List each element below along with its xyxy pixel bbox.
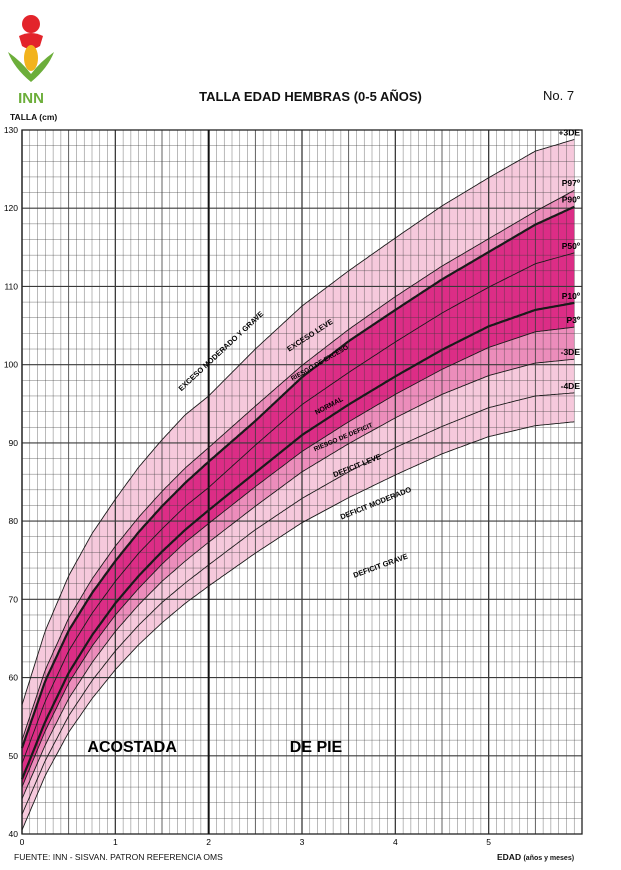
- curve-P10º-seg-1: [207, 301, 575, 512]
- y-tick-label: 60: [9, 673, 19, 683]
- y-tick-label: 90: [9, 438, 19, 448]
- curve-label: +3DE: [559, 127, 581, 137]
- curve-P97º-seg-0: [21, 447, 209, 741]
- position-label-lying: ACOSTADA: [87, 739, 177, 756]
- curve-P90º-seg-0: [20, 460, 210, 749]
- x-tick-label: 2: [206, 837, 211, 847]
- curve-P3º-seg-0: [21, 523, 209, 788]
- curve-+3DE-seg-0: [21, 395, 209, 706]
- curve-P50º-seg-0: [21, 487, 209, 764]
- page-title: TALLA EDAD HEMBRAS (0-5 AÑOS): [199, 89, 422, 104]
- logo-leaf-left: [8, 52, 31, 82]
- y-tick-label: 80: [9, 516, 19, 526]
- x-tick-label: 3: [300, 837, 305, 847]
- logo-corn: [24, 45, 38, 71]
- logo-leaf-right: [31, 52, 54, 82]
- x-axis-label-sub: (años y meses): [523, 855, 575, 862]
- curve-label: -3DE: [561, 347, 581, 357]
- x-axis-label: EDAD (años y meses): [497, 852, 574, 862]
- curve-label: P3º: [566, 315, 580, 325]
- curve-label: -4DE: [561, 381, 581, 391]
- percentile-curves: [20, 138, 575, 831]
- curve-+3DE-seg-1: [208, 138, 575, 397]
- curve-P97º-seg-1: [208, 189, 575, 448]
- chart-number: No. 7: [543, 88, 575, 103]
- x-tick-label: 1: [113, 837, 118, 847]
- axis-ticks: 40 50 60 70 80 90 100 110 120 130 0 1 2 3 4 5: [4, 125, 491, 847]
- logo-body: [19, 33, 43, 49]
- y-axis-label: TALLA (cm): [10, 112, 58, 122]
- curve--4DE-seg-1: [208, 392, 575, 566]
- zone-label: DEFICIT GRAVE: [352, 552, 409, 580]
- y-tick-label: 100: [4, 360, 18, 370]
- y-tick-label: 70: [9, 594, 19, 604]
- y-tick-label: 40: [9, 829, 19, 839]
- curve-P90º-seg-1: [207, 205, 575, 463]
- y-tick-label: 50: [9, 751, 19, 761]
- logo-text: INN: [18, 90, 44, 107]
- inn-logo: INN: [8, 15, 54, 107]
- curve-P3º-seg-1: [208, 326, 575, 524]
- curve--4DE-seg-0: [21, 564, 209, 815]
- logo-head: [22, 15, 40, 33]
- curve-label: P90º: [562, 195, 580, 205]
- curve--3DE-seg-0: [21, 541, 209, 799]
- y-tick-label: 130: [4, 125, 18, 135]
- curve-label: P10º: [562, 291, 580, 301]
- curve-P10º-seg-0: [20, 509, 210, 780]
- x-tick-label: 0: [20, 837, 25, 847]
- source-note: FUENTE: INN - SISVAN. PATRON REFERENCIA …: [14, 852, 223, 862]
- x-tick-label: 5: [486, 837, 491, 847]
- curve-label: P97º: [562, 178, 580, 188]
- curve--3DE-seg-1: [208, 358, 575, 543]
- curve-labels: +3DE P97º P90º P50º P10º P3º -3DE -4DE: [559, 127, 581, 390]
- curve-P50º-seg-1: [208, 252, 575, 488]
- y-tick-label: 110: [4, 281, 18, 291]
- percentile-bands: [22, 139, 575, 831]
- position-label-standing: DE PIE: [290, 739, 343, 756]
- curve-lower-bound-seg-0: [21, 585, 209, 831]
- curve-lower-bound-seg-1: [208, 421, 575, 587]
- x-tick-label: 4: [393, 837, 398, 847]
- y-tick-label: 120: [4, 203, 18, 213]
- x-axis-label-main: EDAD: [497, 852, 522, 862]
- plot-frame: [21, 129, 583, 835]
- curve-label: P50º: [562, 241, 580, 251]
